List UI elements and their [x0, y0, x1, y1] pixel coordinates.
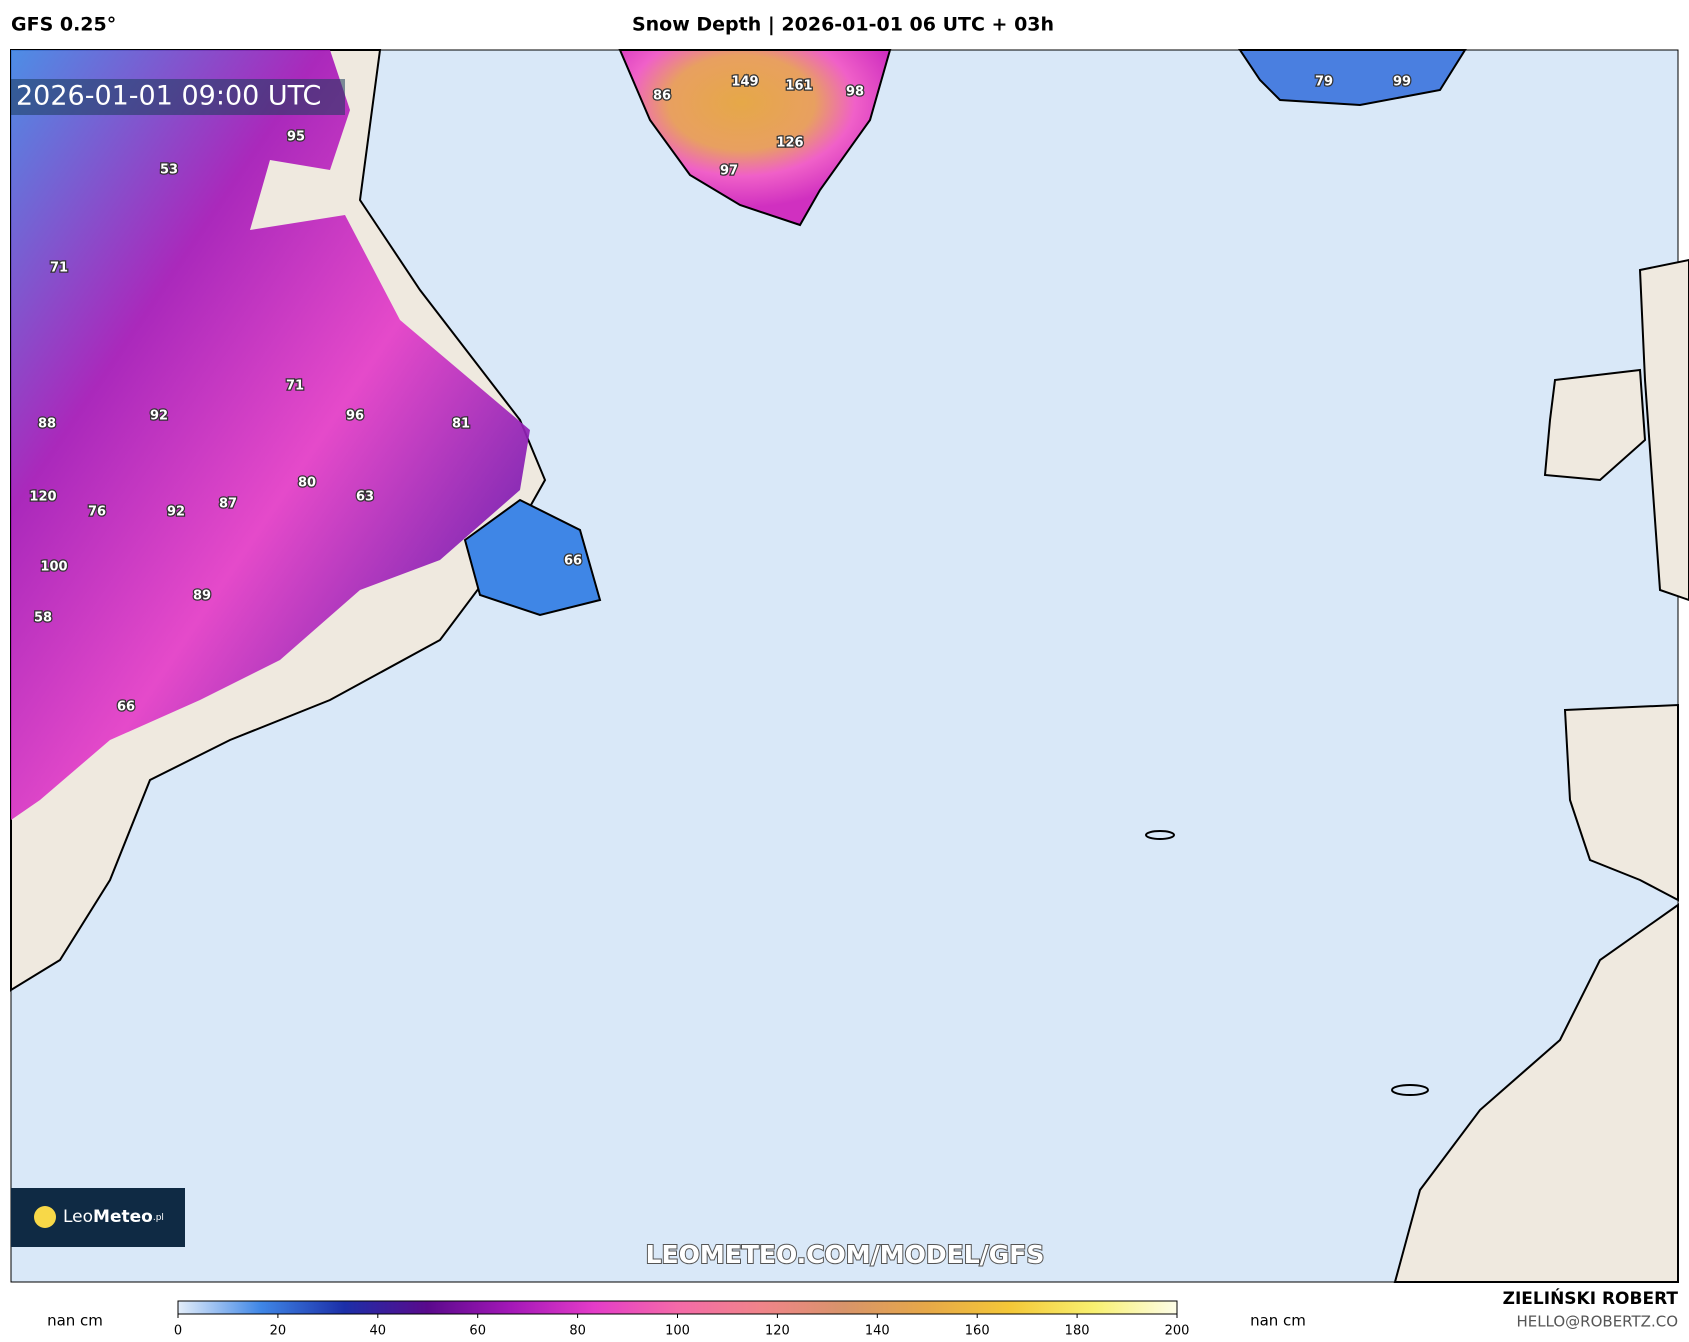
newfoundland — [463, 498, 602, 617]
azores — [1145, 830, 1175, 840]
colorbar-tick-label: 180 — [1065, 1324, 1090, 1339]
snow-depth-label: 58 — [34, 611, 52, 626]
snow-depth-label: 95 — [287, 130, 305, 145]
greenland — [618, 49, 892, 227]
colorbar-tick-label: 120 — [765, 1324, 790, 1339]
colorbar-tick-label: 140 — [865, 1324, 890, 1339]
logo-suffix: .pl — [153, 1213, 164, 1223]
map-labels: 53 95 71 71 92 96 88 81 80 63 120 76 92 87 100 89 58 66 66… — [28, 73, 1412, 716]
logo-sun — [34, 1206, 56, 1228]
snow-depth-label: 53 — [160, 163, 178, 178]
snow-depth-label: 66 — [564, 554, 582, 569]
valid-time: 2026-01-01 09:00 UTC — [16, 81, 321, 112]
chart-title: Snow Depth | 2026-01-01 06 UTC + 03h — [632, 14, 1054, 36]
iberia — [1563, 703, 1679, 902]
map — [10, 49, 1689, 1283]
snow-depth-label: 96 — [346, 409, 364, 424]
snow-depth-label: 97 — [720, 164, 738, 179]
colorbar — [177, 1300, 1178, 1315]
canary-islands — [1391, 1084, 1429, 1096]
author: ZIELIŃSKI ROBERT — [1503, 1287, 1679, 1309]
logo-bold: Meteo — [93, 1207, 153, 1227]
snow-depth-label: 71 — [50, 261, 68, 276]
colorbar-tick-label: 200 — [1165, 1324, 1190, 1339]
model-name: GFS 0.25° — [11, 14, 116, 36]
logo-light: Leo — [63, 1207, 93, 1227]
snow-depth-label: 126 — [776, 136, 803, 151]
unit-left: nan cm — [47, 1312, 103, 1330]
snow-depth-label: 76 — [88, 505, 106, 520]
snow-depth-label: 98 — [846, 85, 864, 100]
snow-depth-label: 100 — [40, 560, 67, 575]
ireland — [1543, 368, 1647, 482]
snow-depth-label: 79 — [1315, 75, 1333, 90]
email: HELLO@ROBERTZ.CO — [1516, 1313, 1678, 1331]
snow-depth-label: 88 — [38, 417, 56, 432]
colorbar-tick-label: 0 — [174, 1324, 182, 1339]
unit-right: nan cm — [1250, 1312, 1306, 1330]
snow-depth-label: 71 — [286, 379, 304, 394]
snow-depth-label: 89 — [193, 589, 211, 604]
snow-depth-label: 63 — [356, 490, 374, 505]
snow-depth-label: 80 — [298, 476, 316, 491]
snow-depth-label: 86 — [653, 89, 671, 104]
snow-depth-label: 161 — [785, 79, 812, 94]
colorbar-tick-label: 100 — [665, 1324, 690, 1339]
snow-depth-label: 92 — [167, 505, 185, 520]
africa — [1393, 903, 1679, 1283]
colorbar-tick-label: 80 — [569, 1324, 586, 1339]
colorbar-tick-label: 40 — [370, 1324, 387, 1339]
snow-depth-label: 81 — [452, 417, 470, 432]
snow-depth-label: 99 — [1393, 75, 1411, 90]
snow-cover-canada — [11, 50, 530, 820]
snow-depth-label: 66 — [117, 700, 135, 715]
watermark: LEOMETEO.COM/MODEL/GFS — [646, 1240, 1045, 1269]
colorbar-tick-label: 60 — [469, 1324, 486, 1339]
snow-depth-label: 149 — [731, 75, 758, 90]
logo: LeoMeteo.pl — [63, 1207, 164, 1227]
iceland — [1238, 49, 1467, 107]
britain — [1638, 258, 1689, 602]
colorbar-tick-label: 20 — [270, 1324, 287, 1339]
snow-depth-label: 92 — [150, 409, 168, 424]
time-box — [11, 79, 345, 115]
snow-depth-label: 120 — [29, 490, 56, 505]
colorbar-tick-label: 160 — [965, 1324, 990, 1339]
snow-depth-label: 87 — [219, 497, 237, 512]
